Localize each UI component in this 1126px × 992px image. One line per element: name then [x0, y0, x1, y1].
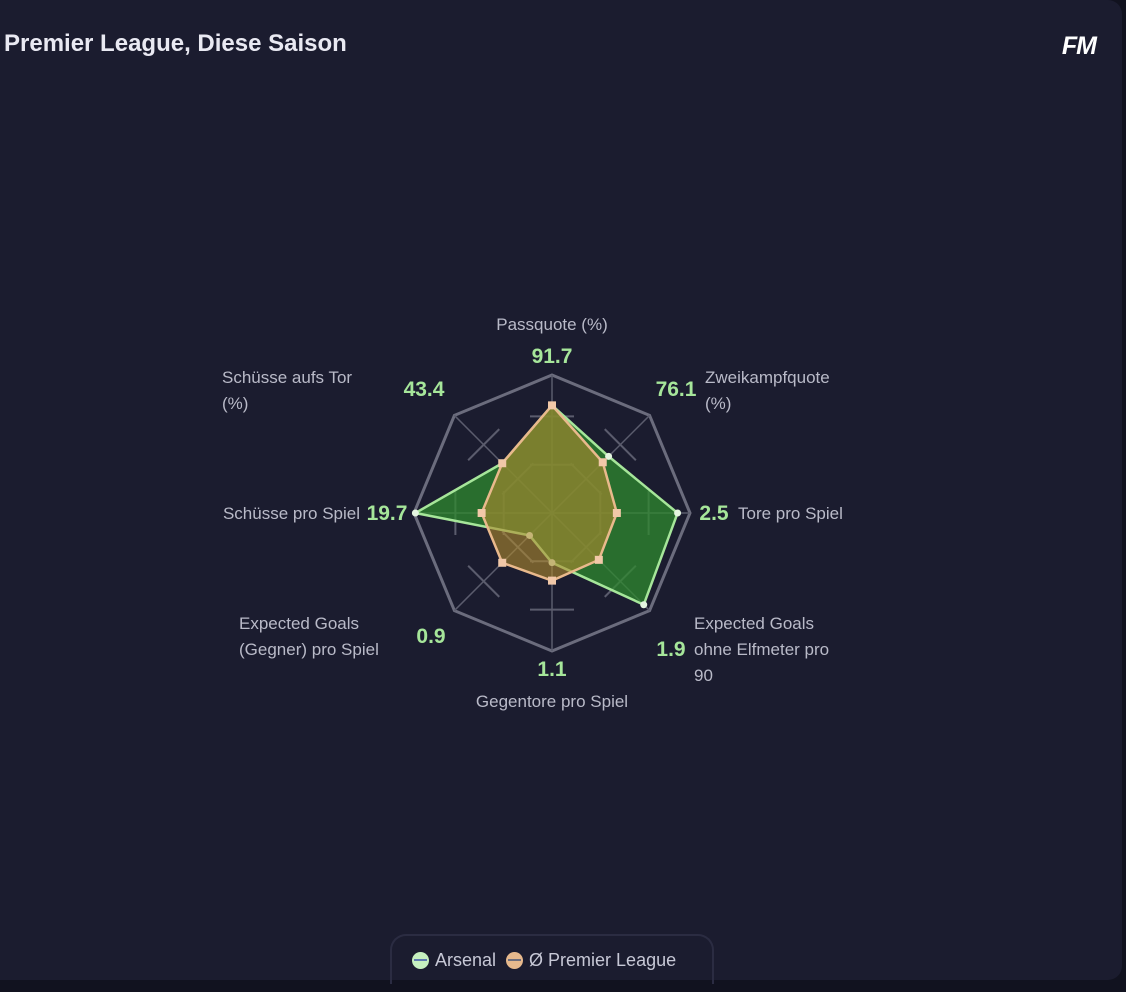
- radar-ring-tick: [604, 428, 637, 461]
- data-point: [605, 452, 613, 460]
- axis-label: (Gegner) pro Spiel: [239, 640, 379, 659]
- fm-logo: FM: [1061, 32, 1097, 60]
- data-point: [640, 601, 648, 609]
- axis-value: 76.1: [656, 378, 697, 401]
- data-point: [598, 458, 607, 467]
- series-area-league-average: [480, 403, 619, 582]
- legend-label: Arsenal: [435, 949, 497, 970]
- axis-label: Gegentore pro Spiel: [476, 692, 628, 711]
- axis-value: 19.7: [367, 502, 408, 525]
- page-title: Premier League, Diese Saison: [4, 30, 347, 57]
- axis-value: 1.9: [656, 638, 685, 661]
- axis-label: Expected Goals: [239, 614, 359, 633]
- data-point: [612, 509, 621, 517]
- legend: Arsenal Ø Premier League: [390, 934, 714, 984]
- axis-label: 90: [694, 666, 713, 685]
- axis-label: Passquote (%): [496, 315, 608, 334]
- data-point: [674, 509, 682, 517]
- data-point: [477, 509, 486, 517]
- axis-label: (%): [222, 394, 248, 413]
- axis-label: (%): [705, 394, 731, 413]
- legend-swatch: [506, 951, 524, 969]
- axis-value: 2.5: [699, 502, 729, 525]
- axis-label: Expected Goals: [694, 614, 814, 633]
- axis-value: 1.1: [537, 658, 567, 681]
- axis-value: 0.9: [416, 625, 445, 648]
- legend-item-arsenal[interactable]: Arsenal: [412, 950, 496, 971]
- axis-label: ohne Elfmeter pro: [694, 640, 829, 659]
- data-point: [498, 459, 507, 468]
- axis-label: Zweikampfquote: [705, 368, 830, 387]
- legend-item-league-average[interactable]: Ø Premier League: [506, 950, 676, 971]
- axis-label: Schüsse pro Spiel: [223, 504, 360, 523]
- axis-label: Schüsse aufs Tor: [222, 368, 352, 387]
- data-point: [498, 558, 507, 567]
- radar-ring-tick: [467, 428, 500, 461]
- legend-label: Ø Premier League: [529, 949, 677, 970]
- axis-label: Tore pro Spiel: [738, 504, 843, 523]
- axis-value: 43.4: [404, 378, 445, 401]
- legend-swatch: [412, 951, 429, 969]
- data-point: [548, 401, 556, 410]
- axis-value: 91.7: [532, 345, 573, 368]
- radar-ring-tick: [467, 565, 500, 598]
- data-point: [411, 509, 419, 517]
- data-point: [594, 555, 603, 564]
- data-point: [548, 576, 556, 585]
